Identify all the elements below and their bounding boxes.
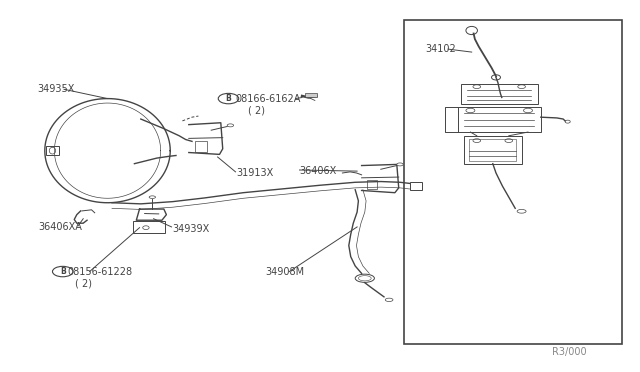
Bar [133, 221, 165, 233]
Ellipse shape [385, 298, 393, 301]
Text: 34935X: 34935X [37, 84, 74, 94]
Text: 08166-6162A: 08166-6162A [236, 94, 301, 103]
Bar [367, 180, 377, 189]
Text: B: B [60, 267, 65, 276]
Text: 08156-61228: 08156-61228 [67, 267, 132, 276]
Text: 34908M: 34908M [266, 267, 305, 276]
Bar [469, 139, 516, 161]
Bar [410, 182, 422, 190]
Bar [464, 136, 522, 164]
Text: 36406XA: 36406XA [38, 222, 83, 232]
Text: R3/000: R3/000 [552, 347, 586, 356]
Text: 36406X: 36406X [300, 166, 337, 176]
Bar [305, 93, 317, 97]
Ellipse shape [517, 209, 526, 213]
Text: B: B [226, 94, 231, 103]
Text: ( 2): ( 2) [248, 106, 266, 115]
Bar [46, 146, 59, 155]
Text: 34939X: 34939X [173, 224, 210, 234]
Text: 34102: 34102 [426, 44, 456, 54]
Bar [195, 141, 207, 152]
Ellipse shape [227, 124, 234, 127]
Text: ( 2): ( 2) [75, 279, 92, 288]
Bar [461, 84, 538, 104]
Ellipse shape [218, 93, 239, 104]
Ellipse shape [52, 266, 73, 277]
Ellipse shape [149, 196, 156, 198]
Bar [458, 107, 541, 132]
Bar [404, 20, 622, 344]
Text: 31913X: 31913X [237, 168, 274, 178]
Ellipse shape [397, 163, 403, 166]
